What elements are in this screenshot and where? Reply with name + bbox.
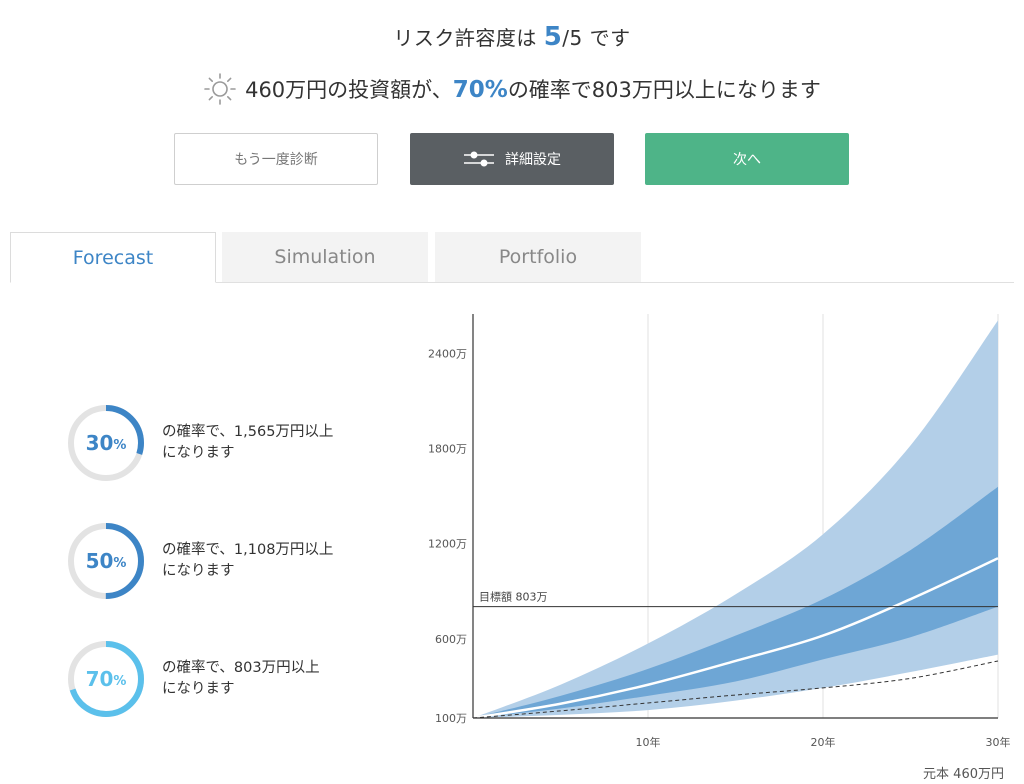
inner-band <box>473 486 998 718</box>
tab-simulation-label: Simulation <box>274 246 376 268</box>
prob-line2: になります <box>162 681 235 697</box>
median-line <box>472 557 999 720</box>
y-tick-600: 600万 <box>435 633 467 646</box>
probability-item-30: 30% の確率で、1,565万円以上 になります <box>66 403 396 483</box>
probability-pct-30: 30% <box>66 403 146 483</box>
detail-settings-button[interactable]: 詳細設定 <box>410 133 614 185</box>
risk-suffix: です <box>589 26 631 50</box>
risk-tolerance-line: リスク許容度は 5/5 です <box>0 22 1024 52</box>
pct-value: 30 <box>85 431 114 455</box>
pct-value: 70 <box>85 667 114 691</box>
sun-icon <box>204 73 236 105</box>
risk-slash: / <box>562 26 570 50</box>
x-tick-10: 10年 <box>636 735 661 749</box>
summary-pct: 70% <box>452 77 508 103</box>
prob-line2: になります <box>162 563 235 579</box>
tab-simulation[interactable]: Simulation <box>222 232 428 282</box>
principal-line <box>472 660 999 719</box>
summary-suffix: の確率で803万円以上になります <box>507 78 821 102</box>
y-tick-1200: 1200万 <box>428 538 467 551</box>
donut-gauge-50 <box>68 523 144 599</box>
donut-gauge-70 <box>68 641 144 717</box>
risk-max: 5 <box>569 26 583 50</box>
pct-unit: % <box>113 555 127 571</box>
prob-line1: の確率で、1,565万円以上 <box>162 424 334 440</box>
risk-prefix: リスク許容度は <box>393 26 537 50</box>
probability-text-50: の確率で、1,108万円以上 になります <box>162 540 402 582</box>
y-tick-1800: 1800万 <box>428 443 467 456</box>
tab-portfolio-label: Portfolio <box>498 246 578 268</box>
pct-unit: % <box>113 673 127 689</box>
probability-pct-50: 50% <box>66 521 146 601</box>
x-tick-30: 30年 <box>986 735 1011 749</box>
sliders-icon <box>464 151 494 167</box>
tab-portfolio[interactable]: Portfolio <box>435 232 641 282</box>
detail-label: 詳細設定 <box>505 152 561 168</box>
tab-forecast-label: Forecast <box>72 246 154 269</box>
next-label: 次へ <box>733 152 761 168</box>
next-button[interactable]: 次へ <box>645 133 849 185</box>
donut-gauge-30 <box>68 405 144 481</box>
tab-bar: Forecast Simulation Portfolio <box>10 232 1014 283</box>
y-tick-100: 100万 <box>435 712 467 725</box>
target-line-label: 目標額 803万 <box>479 590 548 604</box>
risk-value: 5 <box>543 22 563 52</box>
y-tick-2400: 2400万 <box>428 348 467 361</box>
retry-diagnosis-button[interactable]: もう一度診断 <box>174 133 378 185</box>
prob-line1: の確率で、803万円以上 <box>162 660 320 676</box>
prob-line2: になります <box>162 445 235 461</box>
probability-text-70: の確率で、803万円以上 になります <box>162 658 402 700</box>
summary-prefix: 460万円の投資額が、 <box>245 78 453 102</box>
retry-label: もう一度診断 <box>234 152 318 168</box>
pct-unit: % <box>113 437 127 453</box>
probability-item-50: 50% の確率で、1,108万円以上 になります <box>66 521 396 601</box>
probability-pct-70: 70% <box>66 639 146 719</box>
forecast-chart: 目標額 803万 100万 600万 1200万 1800万 2400万 10年 20年 30年 <box>428 314 1011 749</box>
forecast-summary: 460万円の投資額が、70%の確率で803万円以上になります <box>0 73 1024 108</box>
probability-text-30: の確率で、1,565万円以上 になります <box>162 422 402 464</box>
probability-item-70: 70% の確率で、803万円以上 になります <box>66 639 396 719</box>
prob-line1: の確率で、1,108万円以上 <box>162 542 334 558</box>
pct-value: 50 <box>85 549 114 573</box>
tab-divider <box>10 282 1014 283</box>
x-tick-20: 20年 <box>811 735 836 749</box>
tab-forecast[interactable]: Forecast <box>10 232 216 283</box>
principal-label: 元本 460万円 <box>923 767 1004 782</box>
